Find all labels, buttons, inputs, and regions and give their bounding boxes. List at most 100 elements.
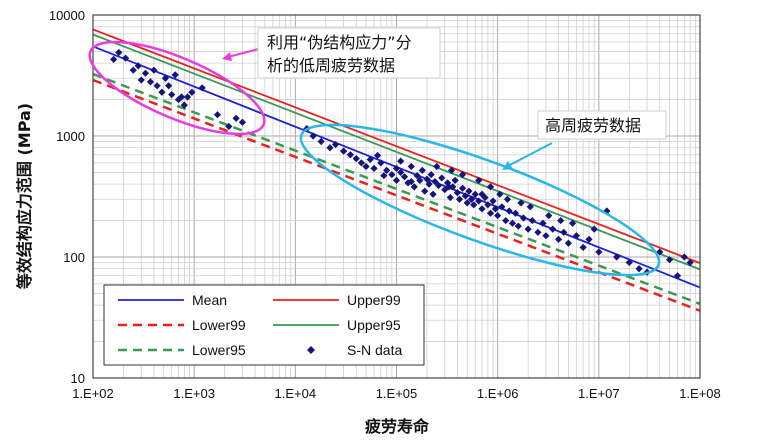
data-point bbox=[680, 253, 688, 261]
data-point bbox=[453, 189, 462, 197]
legend-marker-sn-data bbox=[307, 346, 315, 354]
scatter-points bbox=[110, 48, 694, 280]
data-point bbox=[188, 88, 196, 96]
data-point bbox=[590, 225, 598, 233]
data-point bbox=[514, 222, 522, 230]
data-point bbox=[425, 180, 433, 188]
data-point bbox=[458, 184, 467, 192]
series-line-lower95 bbox=[92, 72, 701, 306]
data-point bbox=[505, 207, 513, 215]
data-point bbox=[416, 176, 424, 184]
data-point bbox=[517, 199, 525, 207]
data-point bbox=[392, 164, 401, 172]
low-cycle-ellipse bbox=[88, 40, 266, 136]
data-point bbox=[503, 195, 512, 203]
data-point bbox=[635, 265, 643, 273]
data-point bbox=[165, 82, 173, 90]
low-cycle-callout-box bbox=[257, 27, 441, 79]
data-point bbox=[213, 111, 222, 119]
data-point bbox=[397, 168, 405, 177]
data-point bbox=[489, 197, 497, 205]
data-point bbox=[115, 48, 123, 57]
data-point bbox=[121, 54, 130, 62]
data-point bbox=[446, 193, 454, 202]
legend-label: Lower99 bbox=[192, 317, 246, 333]
data-point bbox=[441, 186, 449, 194]
data-point bbox=[397, 157, 405, 165]
data-point bbox=[502, 216, 510, 225]
data-point bbox=[471, 190, 479, 198]
data-point bbox=[150, 66, 158, 74]
data-point bbox=[465, 187, 473, 195]
legend-label: Upper99 bbox=[347, 292, 401, 308]
data-point bbox=[238, 118, 247, 126]
plot-frame bbox=[92, 14, 701, 379]
data-point bbox=[665, 256, 674, 264]
y-tick-label: 10000 bbox=[49, 8, 85, 23]
data-point bbox=[383, 166, 391, 174]
data-point bbox=[357, 159, 366, 167]
data-point bbox=[519, 214, 528, 222]
data-point bbox=[508, 219, 517, 227]
data-point bbox=[463, 199, 471, 207]
data-point bbox=[572, 232, 580, 240]
data-point bbox=[410, 183, 418, 191]
data-point bbox=[470, 201, 478, 209]
data-point bbox=[528, 216, 536, 225]
data-point bbox=[458, 170, 467, 179]
data-point bbox=[146, 78, 155, 86]
data-point bbox=[413, 172, 421, 180]
data-point bbox=[431, 177, 439, 186]
data-point bbox=[352, 155, 360, 163]
data-point bbox=[346, 151, 354, 159]
legend-label: Mean bbox=[192, 292, 227, 308]
y-tick-label: 10 bbox=[71, 371, 85, 386]
legend-label: Lower95 bbox=[192, 342, 246, 358]
low-cycle-arrowhead bbox=[222, 52, 232, 61]
data-point bbox=[534, 228, 542, 236]
data-point bbox=[340, 147, 348, 155]
data-point bbox=[449, 183, 457, 191]
high-cycle-ellipse bbox=[299, 123, 661, 277]
data-point bbox=[331, 140, 340, 149]
data-point bbox=[549, 225, 557, 233]
legend: Mean Upper99 Lower99 Upper95 Lower95 S-N data bbox=[103, 284, 425, 366]
data-point bbox=[137, 76, 145, 84]
data-point bbox=[560, 228, 568, 236]
data-point bbox=[656, 248, 664, 256]
data-point bbox=[438, 174, 446, 182]
series-line-upper95 bbox=[92, 33, 701, 271]
data-point bbox=[542, 232, 550, 240]
data-point bbox=[407, 177, 415, 186]
x-tick-label: 1.E+04 bbox=[275, 386, 317, 401]
data-point bbox=[177, 93, 186, 101]
data-point bbox=[498, 203, 506, 211]
high-cycle-callout-box bbox=[537, 110, 667, 140]
y-tick-label: 100 bbox=[63, 250, 85, 265]
data-point bbox=[129, 66, 137, 74]
data-point bbox=[564, 239, 572, 247]
legend-box bbox=[103, 284, 425, 366]
data-point bbox=[326, 144, 334, 152]
high-cycle-arrow bbox=[507, 142, 553, 167]
data-point bbox=[407, 162, 415, 171]
data-point bbox=[421, 187, 429, 195]
data-point bbox=[317, 137, 325, 146]
data-point bbox=[673, 272, 682, 280]
data-point bbox=[225, 122, 233, 131]
data-point bbox=[388, 170, 396, 179]
data-point bbox=[161, 74, 170, 82]
data-point bbox=[478, 205, 486, 213]
data-point bbox=[444, 179, 452, 187]
data-point bbox=[309, 132, 317, 140]
high-cycle-arrowhead bbox=[502, 161, 513, 170]
axis-ticks: 1.E+02 1.E+03 1.E+04 1.E+05 1.E+06 1.E+07 1.E+… bbox=[49, 8, 721, 401]
x-axis-title: 疲劳寿命 bbox=[365, 417, 430, 436]
data-point bbox=[686, 258, 694, 267]
data-point bbox=[579, 243, 587, 252]
data-point bbox=[545, 211, 553, 220]
data-point bbox=[478, 190, 486, 198]
data-point bbox=[484, 201, 492, 209]
data-point bbox=[434, 181, 443, 190]
data-point bbox=[433, 162, 441, 171]
